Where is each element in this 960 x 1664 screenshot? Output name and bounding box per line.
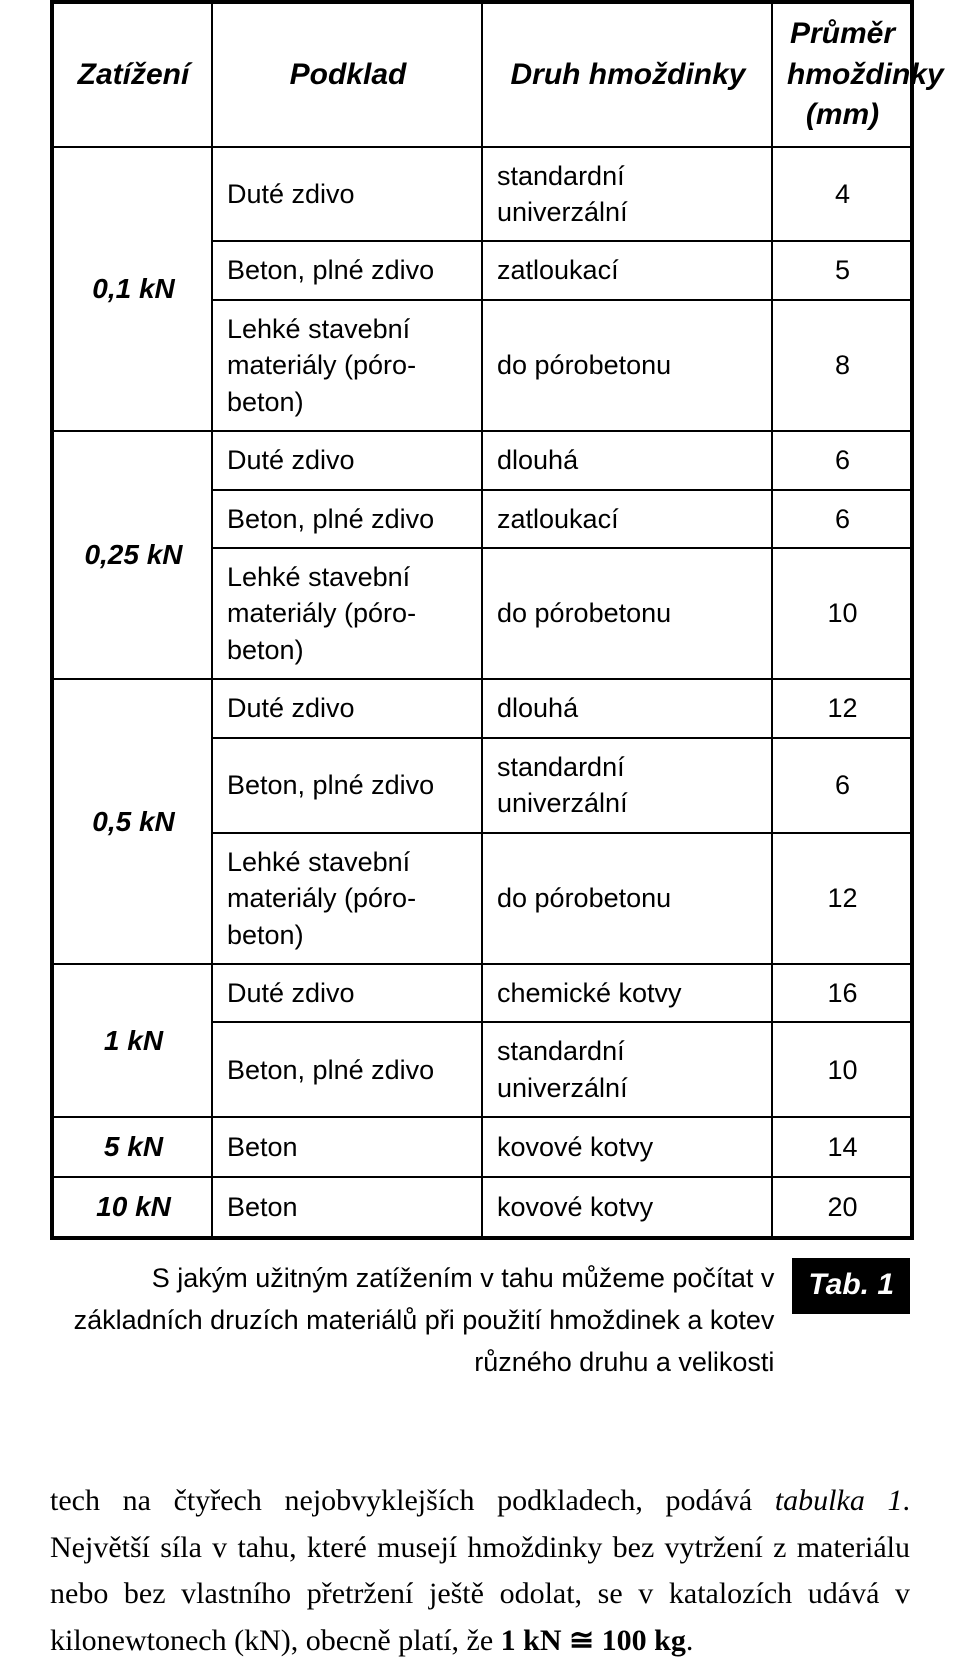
body-text: tech na čtyřech nejobvyklejších podklade… [50,1484,775,1517]
dia-cell: 16 [772,964,912,1022]
load-cell: 0,25 kN [52,431,212,679]
type-cell: standardní univerzální [482,1022,772,1117]
body-text-italic: tabulka 1 [775,1484,903,1517]
load-cell: 0,1 kN [52,147,212,432]
type-cell: do pórobetonu [482,300,772,431]
dia-cell: 20 [772,1177,912,1238]
substrate-cell: Duté zdivo [212,147,482,242]
type-cell: do pórobetonu [482,833,772,964]
substrate-cell: Beton [212,1117,482,1177]
substrate-cell: Beton, plné zdivo [212,1022,482,1117]
type-cell: zatloukací [482,241,772,299]
dia-cell: 12 [772,833,912,964]
table-header-row: Zatížení Podklad Druh hmoždinky Průměr h… [52,2,912,147]
substrate-cell: Beton, plné zdivo [212,738,482,833]
dia-cell: 10 [772,548,912,679]
type-cell: dlouhá [482,431,772,489]
type-cell: kovové kotvy [482,1117,772,1177]
load-cell: 1 kN [52,964,212,1117]
substrate-cell: Duté zdivo [212,964,482,1022]
dia-cell: 4 [772,147,912,242]
table-row: 0,5 kN Duté zdivo dlouhá 12 [52,679,912,737]
substrate-cell: Beton, plné zdivo [212,490,482,548]
substrate-cell: Beton [212,1177,482,1238]
load-cell: 10 kN [52,1177,212,1238]
table-caption: S jakým užitným zatížením v tahu můžeme … [50,1258,910,1384]
dia-cell: 10 [772,1022,912,1117]
type-cell: standardní univerzální [482,147,772,242]
substrate-cell: Lehké stavební materiály (póro­beton) [212,300,482,431]
table-row: 0,25 kN Duté zdivo dlouhá 6 [52,431,912,489]
dia-cell: 6 [772,490,912,548]
substrate-cell: Lehké stavební materiály (póro­beton) [212,548,482,679]
col-diameter: Průměr hmoždinky (mm) [772,2,912,147]
load-cell: 0,5 kN [52,679,212,964]
type-cell: dlouhá [482,679,772,737]
dia-cell: 12 [772,679,912,737]
substrate-cell: Lehké stavební materiály (póro­beton) [212,833,482,964]
substrate-cell: Beton, plné zdivo [212,241,482,299]
col-substrate: Podklad [212,2,482,147]
body-text: . [686,1624,694,1657]
load-cell: 5 kN [52,1117,212,1177]
substrate-cell: Duté zdivo [212,431,482,489]
dia-cell: 6 [772,738,912,833]
col-type: Druh hmoždinky [482,2,772,147]
table-row: 1 kN Duté zdivo chemické kotvy 16 [52,964,912,1022]
dia-cell: 8 [772,300,912,431]
substrate-cell: Duté zdivo [212,679,482,737]
type-cell: zatloukací [482,490,772,548]
type-cell: do pórobetonu [482,548,772,679]
body-paragraph: tech na čtyřech nejobvyklejších podklade… [50,1478,910,1664]
dia-cell: 14 [772,1117,912,1177]
dia-cell: 6 [772,431,912,489]
type-cell: chemické kotvy [482,964,772,1022]
table-row: 5 kN Beton kovové kotvy 14 [52,1117,912,1177]
col-load: Zatížení [52,2,212,147]
dia-cell: 5 [772,241,912,299]
anchor-selection-table: Zatížení Podklad Druh hmoždinky Průměr h… [50,0,914,1240]
type-cell: standardní univerzální [482,738,772,833]
body-text-bold: 1 kN ≅ 100 kg [501,1624,686,1657]
table-number-badge: Tab. 1 [792,1258,910,1314]
caption-text: S jakým užitným zatížením v tahu můžeme … [50,1258,774,1384]
table-row: 10 kN Beton kovové kotvy 20 [52,1177,912,1238]
table-row: 0,1 kN Duté zdivo standardní univerzální… [52,147,912,242]
type-cell: kovové kotvy [482,1177,772,1238]
